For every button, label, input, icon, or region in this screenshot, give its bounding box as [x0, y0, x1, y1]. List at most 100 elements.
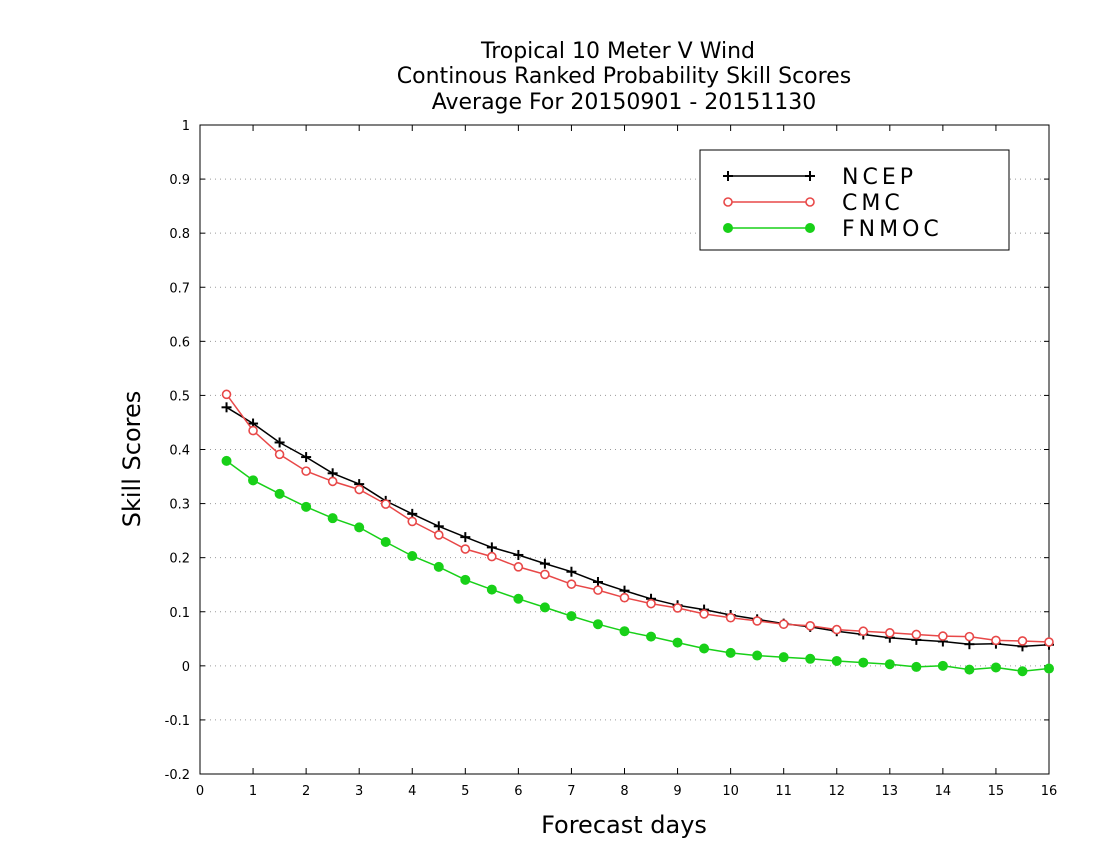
data-point-cmc — [619, 592, 630, 603]
data-point-cmc — [487, 551, 497, 562]
grid — [200, 178, 1049, 721]
data-point-fnmoc — [1017, 666, 1028, 677]
y-tick-label: 0.9 — [169, 173, 190, 188]
data-point-fnmoc — [354, 522, 365, 533]
data-point-fnmoc — [592, 619, 603, 630]
y-tick-label: 0.8 — [169, 227, 190, 242]
data-point-cmc — [248, 425, 258, 436]
y-tick-label: 0 — [182, 660, 190, 675]
data-point-ncep — [539, 558, 550, 569]
x-tick-label: 8 — [620, 784, 628, 799]
data-point-fnmoc — [248, 475, 259, 486]
x-tick-label: 1 — [249, 784, 257, 799]
data-point-cmc — [778, 619, 789, 629]
data-point-ncep — [566, 566, 577, 577]
x-tick-label: 13 — [882, 784, 899, 799]
x-tick-label: 15 — [988, 784, 1005, 799]
data-point-ncep — [486, 542, 497, 553]
x-tick-label: 12 — [828, 784, 845, 799]
legend-label: FNMOC — [842, 217, 943, 242]
y-axis: -0.2 -0.1 0 0.1 0.2 0.3 0.4 0.5 0.6 0.7 0.8 0.9 1 — [165, 119, 1049, 783]
data-point-fnmoc — [513, 593, 524, 604]
data-point-cmc — [1017, 636, 1028, 646]
data-point-cmc — [301, 466, 311, 476]
data-point-cmc — [752, 616, 762, 626]
data-point-fnmoc — [937, 660, 948, 671]
data-point-fnmoc — [725, 647, 736, 658]
data-point-fnmoc — [486, 584, 497, 595]
data-point-cmc — [593, 585, 603, 595]
series-line-fnmoc — [226, 460, 1050, 672]
data-point-cmc — [566, 579, 577, 589]
data-point-cmc — [964, 631, 975, 642]
legend-marker — [723, 171, 733, 181]
legend-marker — [805, 171, 815, 181]
data-point-cmc — [672, 603, 683, 613]
data-point-cmc — [460, 544, 471, 554]
data-point-fnmoc — [964, 664, 975, 675]
series-line-ncep — [226, 406, 1050, 648]
legend-label: NCEP — [842, 165, 917, 190]
data-point-fnmoc — [433, 561, 444, 572]
x-tick-label: 6 — [514, 784, 522, 799]
x-tick-label: 0 — [196, 784, 204, 799]
x-tick-label: 4 — [408, 784, 416, 799]
data-point-cmc — [1044, 637, 1054, 647]
series-line-cmc — [225, 393, 1050, 643]
data-point-cmc — [858, 626, 869, 637]
data-point-fnmoc — [619, 626, 630, 637]
data-point-cmc — [699, 609, 709, 619]
data-point-ncep — [513, 549, 524, 560]
data-point-fnmoc — [858, 657, 869, 668]
legend-item-ncep: NCEP — [723, 165, 917, 190]
series-layer — [221, 389, 1054, 677]
chart-title: Tropical 10 Meter V Wind Continous Ranke… — [397, 39, 851, 115]
data-point-cmc — [540, 569, 550, 580]
data-point-ncep — [433, 521, 444, 532]
y-tick-label: -0.2 — [165, 768, 190, 783]
data-point-fnmoc — [301, 501, 312, 512]
data-point-cmc — [911, 629, 922, 640]
data-point-fnmoc — [407, 551, 418, 562]
x-tick-label: 7 — [567, 784, 575, 799]
series-cmc — [221, 389, 1054, 647]
data-point-fnmoc — [805, 653, 816, 664]
y-tick-label: 0.5 — [169, 389, 190, 404]
data-point-cmc — [831, 624, 842, 635]
data-point-fnmoc — [380, 536, 391, 547]
data-point-fnmoc — [831, 655, 842, 666]
data-point-cmc — [274, 449, 285, 460]
data-point-fnmoc — [1044, 663, 1054, 674]
data-point-fnmoc — [990, 662, 1001, 673]
x-axis: 0 1 2 3 4 5 6 7 8 9 10 11 12 13 14 15 16 — [196, 125, 1057, 799]
data-point-fnmoc — [699, 643, 710, 654]
legend-marker — [723, 223, 733, 233]
data-point-fnmoc — [752, 650, 763, 661]
data-point-fnmoc — [460, 574, 471, 585]
legend-marker — [805, 223, 815, 233]
data-point-cmc — [221, 389, 232, 400]
y-axis-label: Skill Scores — [118, 391, 146, 528]
x-axis-label: Forecast days — [541, 811, 707, 839]
data-point-ncep — [274, 437, 285, 448]
data-point-cmc — [433, 530, 444, 540]
data-point-cmc — [380, 499, 391, 509]
x-tick-label: 5 — [461, 784, 469, 799]
legend-box — [699, 149, 1010, 251]
x-tick-label: 14 — [935, 784, 952, 799]
y-tick-label: 0.7 — [169, 281, 190, 296]
data-point-cmc — [407, 516, 418, 527]
data-point-cmc — [327, 476, 338, 487]
y-tick-label: 0.1 — [169, 606, 190, 621]
x-tick-label: 9 — [673, 784, 681, 799]
data-point-fnmoc — [646, 631, 657, 642]
y-tick-label: 0.2 — [169, 552, 190, 567]
data-point-fnmoc — [566, 611, 577, 622]
data-point-cmc — [938, 631, 948, 641]
data-point-fnmoc — [539, 602, 550, 613]
legend-item-cmc: CMC — [723, 191, 900, 216]
series-ncep — [221, 402, 1054, 652]
data-point-ncep — [301, 452, 312, 463]
chart-title-line-2: Continous Ranked Probability Skill Score… — [397, 64, 851, 89]
